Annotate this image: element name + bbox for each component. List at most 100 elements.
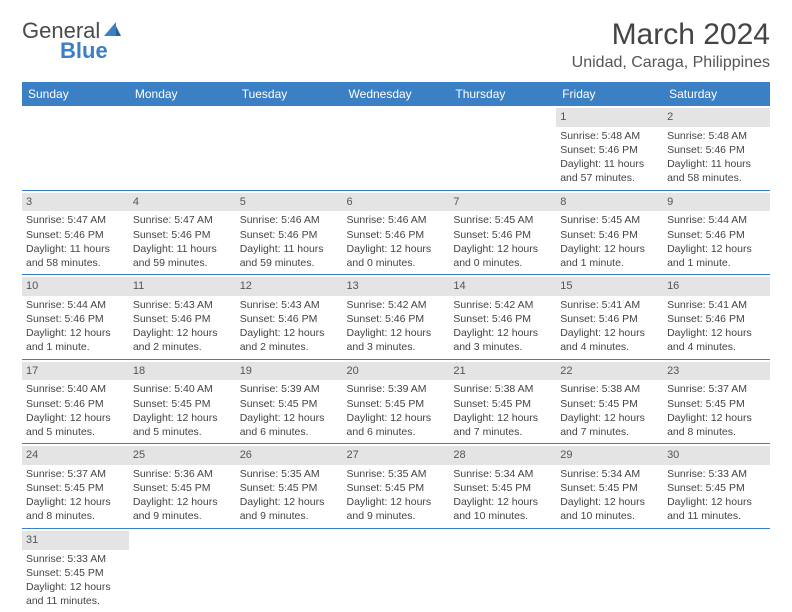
day-details: Sunrise: 5:47 AMSunset: 5:46 PMDaylight:…: [26, 213, 125, 270]
day-cell: 25Sunrise: 5:36 AMSunset: 5:45 PMDayligh…: [129, 444, 236, 529]
daylight-text: Daylight: 12 hours and 9 minutes.: [347, 495, 446, 523]
day-cell: 5Sunrise: 5:46 AMSunset: 5:46 PMDaylight…: [236, 190, 343, 275]
day-number: 23: [663, 362, 770, 381]
sunset-text: Sunset: 5:45 PM: [560, 481, 659, 495]
day-cell: 6Sunrise: 5:46 AMSunset: 5:46 PMDaylight…: [343, 190, 450, 275]
day-cell: [129, 528, 236, 612]
sunset-text: Sunset: 5:46 PM: [667, 228, 766, 242]
sunset-text: Sunset: 5:46 PM: [560, 312, 659, 326]
sunset-text: Sunset: 5:45 PM: [133, 481, 232, 495]
day-details: Sunrise: 5:36 AMSunset: 5:45 PMDaylight:…: [133, 467, 232, 524]
day-details: Sunrise: 5:35 AMSunset: 5:45 PMDaylight:…: [347, 467, 446, 524]
daylight-text: Daylight: 12 hours and 2 minutes.: [240, 326, 339, 354]
sunrise-text: Sunrise: 5:38 AM: [560, 382, 659, 396]
day-number: 24: [22, 446, 129, 465]
sunrise-text: Sunrise: 5:36 AM: [133, 467, 232, 481]
weekday-header-row: Sunday Monday Tuesday Wednesday Thursday…: [22, 82, 770, 106]
day-number: 28: [449, 446, 556, 465]
sunset-text: Sunset: 5:45 PM: [667, 397, 766, 411]
logo-text-2: Blue: [60, 38, 108, 64]
day-details: Sunrise: 5:38 AMSunset: 5:45 PMDaylight:…: [560, 382, 659, 439]
week-row: 31Sunrise: 5:33 AMSunset: 5:45 PMDayligh…: [22, 528, 770, 612]
sunrise-text: Sunrise: 5:41 AM: [667, 298, 766, 312]
day-cell: 23Sunrise: 5:37 AMSunset: 5:45 PMDayligh…: [663, 359, 770, 444]
week-row: 1Sunrise: 5:48 AMSunset: 5:46 PMDaylight…: [22, 106, 770, 190]
sunset-text: Sunset: 5:46 PM: [26, 228, 125, 242]
daylight-text: Daylight: 11 hours and 58 minutes.: [26, 242, 125, 270]
day-details: Sunrise: 5:46 AMSunset: 5:46 PMDaylight:…: [347, 213, 446, 270]
day-number: 20: [343, 362, 450, 381]
day-cell: 10Sunrise: 5:44 AMSunset: 5:46 PMDayligh…: [22, 275, 129, 360]
day-number: 27: [343, 446, 450, 465]
day-details: Sunrise: 5:42 AMSunset: 5:46 PMDaylight:…: [347, 298, 446, 355]
sunrise-text: Sunrise: 5:46 AM: [347, 213, 446, 227]
day-number: 29: [556, 446, 663, 465]
daylight-text: Daylight: 12 hours and 8 minutes.: [26, 495, 125, 523]
weekday-header: Wednesday: [343, 82, 450, 106]
sunrise-text: Sunrise: 5:42 AM: [453, 298, 552, 312]
sunrise-text: Sunrise: 5:48 AM: [560, 129, 659, 143]
daylight-text: Daylight: 12 hours and 10 minutes.: [453, 495, 552, 523]
day-details: Sunrise: 5:40 AMSunset: 5:46 PMDaylight:…: [26, 382, 125, 439]
sunset-text: Sunset: 5:46 PM: [453, 312, 552, 326]
day-number: 12: [236, 277, 343, 296]
day-cell: 3Sunrise: 5:47 AMSunset: 5:46 PMDaylight…: [22, 190, 129, 275]
day-cell: 8Sunrise: 5:45 AMSunset: 5:46 PMDaylight…: [556, 190, 663, 275]
daylight-text: Daylight: 12 hours and 2 minutes.: [133, 326, 232, 354]
sunrise-text: Sunrise: 5:40 AM: [133, 382, 232, 396]
sunrise-text: Sunrise: 5:46 AM: [240, 213, 339, 227]
day-cell: 15Sunrise: 5:41 AMSunset: 5:46 PMDayligh…: [556, 275, 663, 360]
daylight-text: Daylight: 12 hours and 4 minutes.: [560, 326, 659, 354]
day-number: 6: [343, 193, 450, 212]
sunrise-text: Sunrise: 5:44 AM: [26, 298, 125, 312]
sunset-text: Sunset: 5:46 PM: [26, 397, 125, 411]
daylight-text: Daylight: 12 hours and 5 minutes.: [26, 411, 125, 439]
sunrise-text: Sunrise: 5:45 AM: [453, 213, 552, 227]
daylight-text: Daylight: 12 hours and 11 minutes.: [26, 580, 125, 608]
daylight-text: Daylight: 12 hours and 1 minute.: [560, 242, 659, 270]
daylight-text: Daylight: 12 hours and 6 minutes.: [347, 411, 446, 439]
sunset-text: Sunset: 5:45 PM: [667, 481, 766, 495]
sunset-text: Sunset: 5:46 PM: [560, 228, 659, 242]
day-details: Sunrise: 5:47 AMSunset: 5:46 PMDaylight:…: [133, 213, 232, 270]
day-cell: [449, 106, 556, 190]
sunrise-text: Sunrise: 5:38 AM: [453, 382, 552, 396]
day-number: 15: [556, 277, 663, 296]
day-cell: 13 Sunrise: 5:42 AMSunset: 5:46 PMDayligh…: [343, 275, 450, 360]
sunrise-text: Sunrise: 5:37 AM: [26, 467, 125, 481]
day-cell: [663, 528, 770, 612]
daylight-text: Daylight: 12 hours and 10 minutes.: [560, 495, 659, 523]
day-cell: 31Sunrise: 5:33 AMSunset: 5:45 PMDayligh…: [22, 528, 129, 612]
sunset-text: Sunset: 5:45 PM: [560, 397, 659, 411]
day-details: Sunrise: 5:45 AMSunset: 5:46 PMDaylight:…: [560, 213, 659, 270]
day-number: 17: [22, 362, 129, 381]
day-cell: 17Sunrise: 5:40 AMSunset: 5:46 PMDayligh…: [22, 359, 129, 444]
day-details: Sunrise: 5:45 AMSunset: 5:46 PMDaylight:…: [453, 213, 552, 270]
sunrise-text: Sunrise: 5:35 AM: [240, 467, 339, 481]
sunrise-text: Sunrise: 5:43 AM: [240, 298, 339, 312]
daylight-text: Daylight: 11 hours and 59 minutes.: [240, 242, 339, 270]
day-number: 30: [663, 446, 770, 465]
sunset-text: Sunset: 5:46 PM: [667, 312, 766, 326]
daylight-text: Daylight: 12 hours and 1 minute.: [667, 242, 766, 270]
weekday-header: Tuesday: [236, 82, 343, 106]
sunrise-text: Sunrise: 5:48 AM: [667, 129, 766, 143]
month-title: March 2024: [572, 18, 770, 52]
day-number: 5: [236, 193, 343, 212]
day-details: Sunrise: 5:39 AMSunset: 5:45 PMDaylight:…: [240, 382, 339, 439]
sunset-text: Sunset: 5:45 PM: [240, 481, 339, 495]
day-details: Sunrise: 5:46 AMSunset: 5:46 PMDaylight:…: [240, 213, 339, 270]
weekday-header: Saturday: [663, 82, 770, 106]
daylight-text: Daylight: 12 hours and 6 minutes.: [240, 411, 339, 439]
day-number: 26: [236, 446, 343, 465]
day-details: Sunrise: 5:48 AMSunset: 5:46 PMDaylight:…: [560, 129, 659, 186]
weekday-header: Thursday: [449, 82, 556, 106]
logo-line2: Blue: [60, 38, 108, 64]
day-number: 9: [663, 193, 770, 212]
day-details: Sunrise: 5:41 AMSunset: 5:46 PMDaylight:…: [667, 298, 766, 355]
day-number: 13: [343, 277, 450, 296]
day-number: 11: [129, 277, 236, 296]
sunrise-text: Sunrise: 5:43 AM: [133, 298, 232, 312]
day-number: 16: [663, 277, 770, 296]
week-row: 24Sunrise: 5:37 AMSunset: 5:45 PMDayligh…: [22, 444, 770, 529]
